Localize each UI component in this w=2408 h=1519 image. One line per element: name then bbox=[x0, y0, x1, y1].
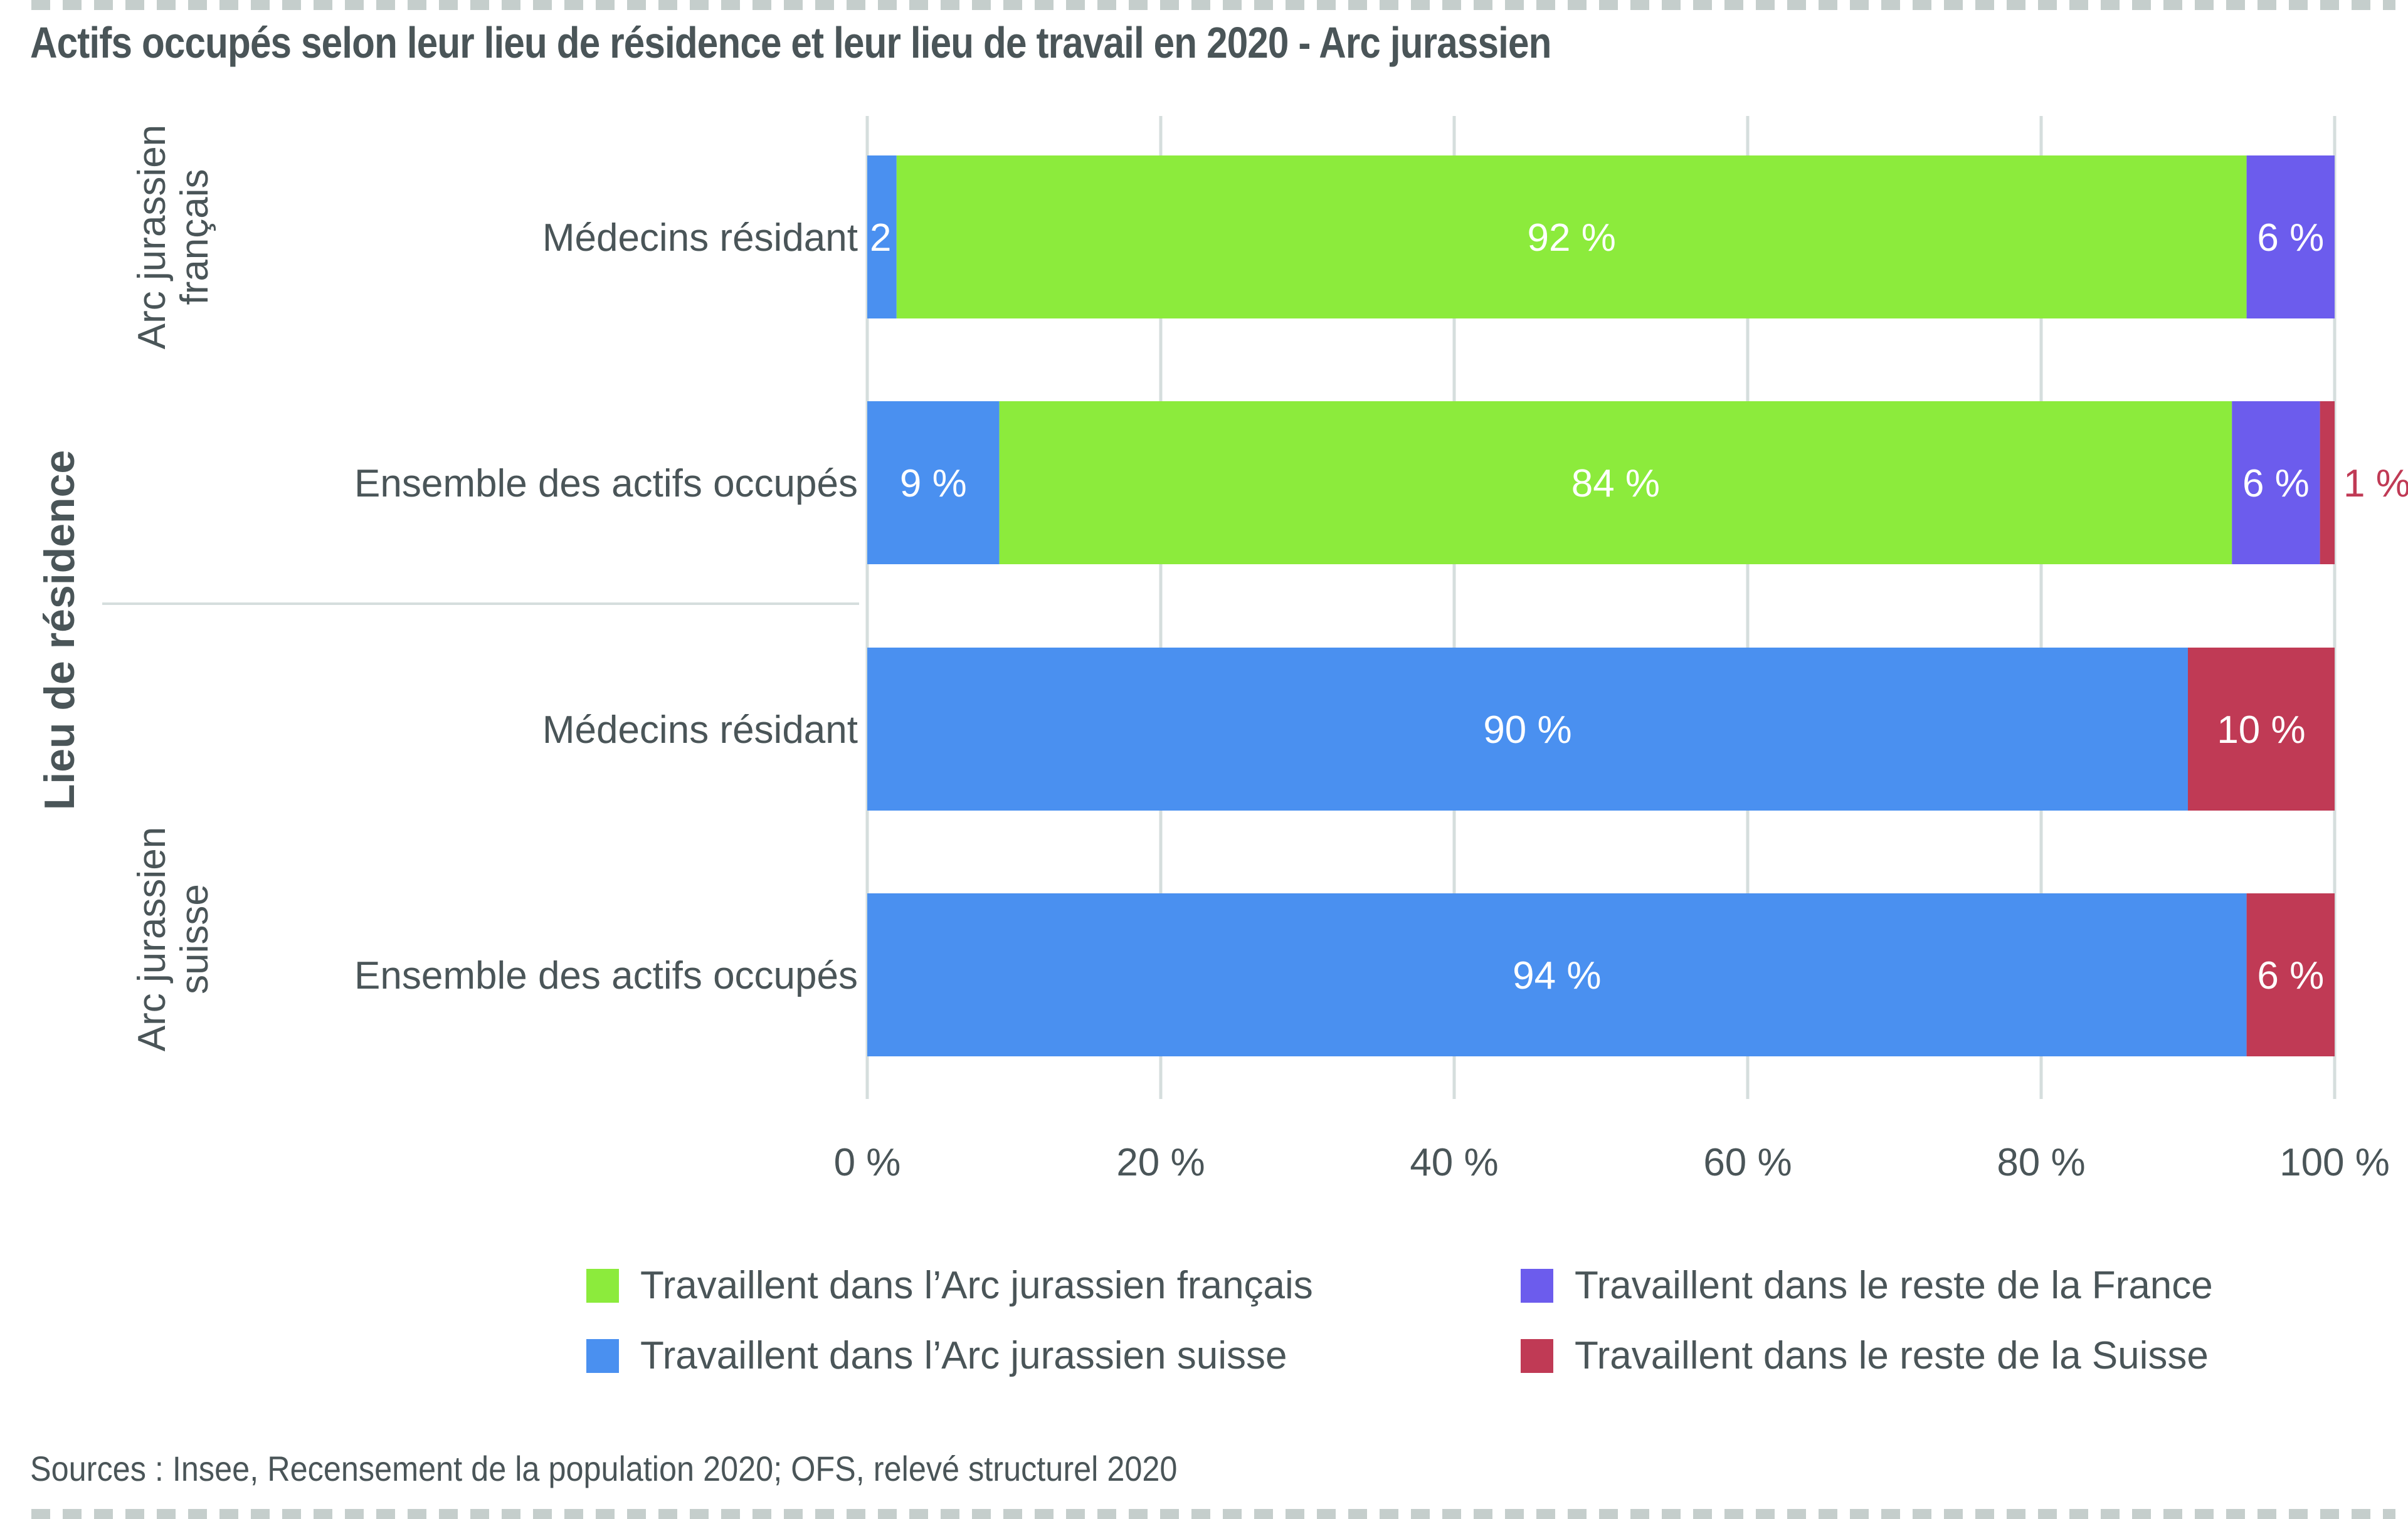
source-note: Sources : Insee, Recensement de la popul… bbox=[30, 1449, 1178, 1488]
group-label: Arc jurassien bbox=[130, 827, 174, 1051]
bar-value-label: 94 % bbox=[1513, 954, 1601, 997]
x-tick-label: 0 % bbox=[834, 1141, 901, 1184]
bar-segment bbox=[2232, 401, 2320, 564]
bottom-dashed-border bbox=[31, 1509, 2395, 1519]
top-dashed-border bbox=[31, 0, 2395, 10]
legend-label: Travaillent dans l’Arc jurassien suisse bbox=[640, 1334, 1287, 1377]
legend-swatch bbox=[1521, 1268, 1553, 1303]
bar-segment bbox=[2246, 155, 2335, 318]
bar-value-label: 6 % bbox=[2257, 954, 2324, 997]
x-tick-label: 100 % bbox=[2279, 1141, 2390, 1184]
bar-segment bbox=[2246, 893, 2335, 1056]
bar-segment bbox=[867, 893, 2247, 1056]
x-tick-label: 40 % bbox=[1410, 1141, 1498, 1184]
legend-swatch bbox=[586, 1268, 619, 1303]
bar-value-label: 9 % bbox=[900, 462, 967, 505]
bar-segment bbox=[999, 401, 2232, 564]
bar-value-label: 6 % bbox=[2242, 462, 2310, 505]
legend-item: Travaillent dans le reste de la France bbox=[1521, 1263, 2213, 1308]
legend-swatch bbox=[1521, 1338, 1553, 1373]
bar-value-label: 10 % bbox=[2217, 708, 2305, 752]
bar-segment bbox=[867, 155, 897, 318]
group-label: français bbox=[173, 169, 216, 305]
bar-segment bbox=[896, 155, 2247, 318]
legend-label: Travaillent dans le reste de la France bbox=[1575, 1264, 2213, 1307]
legend-item: Travaillent dans l’Arc jurassien suisse bbox=[586, 1333, 1287, 1378]
bar-segment bbox=[867, 401, 1000, 564]
x-tick-label: 80 % bbox=[1997, 1141, 2085, 1184]
bar-value-label: 90 % bbox=[1483, 708, 1571, 752]
bar-value-label: 1 % bbox=[2343, 462, 2408, 505]
bar-value-label: 92 % bbox=[1528, 216, 1616, 260]
category-label: Médecins résidant bbox=[542, 708, 858, 752]
bar-value-label: 84 % bbox=[1571, 462, 1660, 505]
bar-segment bbox=[867, 648, 2188, 811]
legend-item: Travaillent dans le reste de la Suisse bbox=[1521, 1333, 2209, 1378]
category-label: Ensemble des actifs occupés bbox=[354, 954, 858, 997]
y-axis-title: Lieu de résidence bbox=[36, 450, 83, 810]
bar-segment bbox=[2320, 401, 2335, 564]
category-label: Médecins résidant bbox=[542, 216, 858, 260]
x-tick-label: 20 % bbox=[1116, 1141, 1205, 1184]
group-label: suisse bbox=[173, 884, 216, 994]
legend-item: Travaillent dans l’Arc jurassien françai… bbox=[586, 1263, 1313, 1308]
bar-value-label: 6 % bbox=[2257, 216, 2324, 260]
chart-title: Actifs occupés selon leur lieu de réside… bbox=[30, 18, 1551, 67]
bar-segment bbox=[2188, 648, 2335, 811]
x-tick-label: 60 % bbox=[1703, 1141, 1792, 1184]
group-label: Arc jurassien bbox=[130, 125, 174, 349]
legend-label: Travaillent dans l’Arc jurassien françai… bbox=[640, 1264, 1313, 1307]
legend-swatch bbox=[586, 1338, 619, 1373]
legend-label: Travaillent dans le reste de la Suisse bbox=[1575, 1334, 2209, 1377]
category-label: Ensemble des actifs occupés bbox=[354, 462, 858, 505]
